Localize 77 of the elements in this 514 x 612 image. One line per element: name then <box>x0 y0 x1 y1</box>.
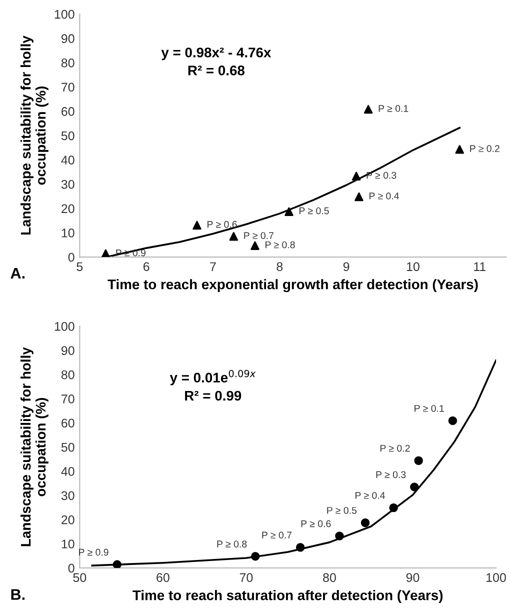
annotation: P ≥ 0.4 <box>355 492 385 499</box>
y-tick-label: 80 <box>61 370 74 380</box>
point <box>229 232 238 241</box>
x-tick-label: 11 <box>474 262 486 271</box>
point <box>410 482 419 492</box>
annotation: P ≥ 0.2 <box>380 444 410 452</box>
y-tick-label: 10 <box>62 228 74 238</box>
point <box>101 249 110 258</box>
point <box>335 532 344 540</box>
x-tick-label: 90 <box>406 573 420 582</box>
point <box>192 220 202 230</box>
y-tick-label: 50 <box>61 131 74 140</box>
x-axis-title: Time to reach exponential growth after detection (Years) <box>108 279 478 292</box>
x-tick-label: 100 <box>486 573 506 582</box>
text: y = 0.01e$^{0.09x}$ R² = 0.99 <box>170 370 256 401</box>
annotation: P ≥ 0.5 <box>327 506 357 514</box>
y-tick-label: 20 <box>62 515 74 524</box>
y-tick-label: 40 <box>61 467 74 476</box>
y-tick-label: 60 <box>62 107 74 116</box>
annotation: P ≥ 0.1 <box>378 105 408 112</box>
x-tick-label: 5 <box>76 262 83 272</box>
x-tick-label: 70 <box>240 573 253 582</box>
x-tick-label: 80 <box>323 573 336 582</box>
y-tick-label: 20 <box>62 204 74 214</box>
y-tick-label: 70 <box>62 82 74 92</box>
annotation: P ≥ 0.8 <box>217 540 247 548</box>
point <box>250 241 260 250</box>
y-axis-title: Landscape suitability for holly occupation (%) <box>20 347 48 546</box>
y-tick-label: 0 <box>68 252 74 262</box>
x-tick-label: 60 <box>156 573 170 582</box>
y-tick-label: 100 <box>54 10 74 19</box>
point <box>364 104 373 114</box>
y-tick-label: 100 <box>54 322 74 331</box>
annotation: P ≥ 0.4 <box>369 192 399 200</box>
annotation: P ≥ 0.6 <box>301 520 331 528</box>
y-tick-label: 60 <box>62 418 74 428</box>
y-tick-label: 90 <box>61 346 74 356</box>
y-tick-label: 10 <box>62 540 74 548</box>
point <box>455 145 464 154</box>
annotation: P ≥ 0.6 <box>208 220 237 228</box>
point <box>360 518 370 528</box>
x-tick-label: 10 <box>406 262 420 272</box>
point <box>296 543 305 552</box>
line-series <box>91 359 496 566</box>
point <box>389 503 398 512</box>
x-axis-title: Time to reach saturation after detection (Years) <box>132 590 443 603</box>
point <box>112 560 122 568</box>
y-tick-label: 70 <box>62 394 74 404</box>
text: B. <box>11 589 25 600</box>
y-tick-label: 90 <box>61 34 74 44</box>
x-tick-label: 9 <box>343 262 350 272</box>
y-tick-label: 30 <box>61 491 74 500</box>
y-axis-title: Landscape suitability for holly occupation (%) <box>20 36 48 235</box>
annotation: P ≥ 0.8 <box>266 241 295 248</box>
y-tick-label: 0 <box>68 564 74 573</box>
point <box>354 192 364 202</box>
point <box>352 172 361 181</box>
annotation: P ≥ 0.7 <box>244 232 274 239</box>
y-tick-label: 40 <box>61 156 74 165</box>
x-tick-label: 8 <box>276 262 283 272</box>
point <box>448 416 458 426</box>
annotation: P ≥ 0.9 <box>79 548 108 556</box>
point <box>284 207 294 216</box>
annotation: P ≥ 0.3 <box>376 471 406 478</box>
annotation: P ≥ 0.5 <box>300 207 329 214</box>
annotation: P ≥ 0.1 <box>414 404 444 412</box>
annotation: y = 0.98x² - 4.76x R² = 0.68 <box>161 48 272 76</box>
x-tick-label: 6 <box>143 262 150 272</box>
y-tick-label: 80 <box>61 58 74 68</box>
point <box>250 552 260 561</box>
x-tick-label: 7 <box>210 262 216 271</box>
annotation: P ≥ 0.2 <box>470 145 500 152</box>
text: A. <box>10 268 25 278</box>
annotation: P ≥ 0.7 <box>262 532 292 539</box>
y-tick-label: 50 <box>61 442 74 452</box>
y-tick-label: 30 <box>61 180 74 189</box>
point <box>414 456 423 465</box>
